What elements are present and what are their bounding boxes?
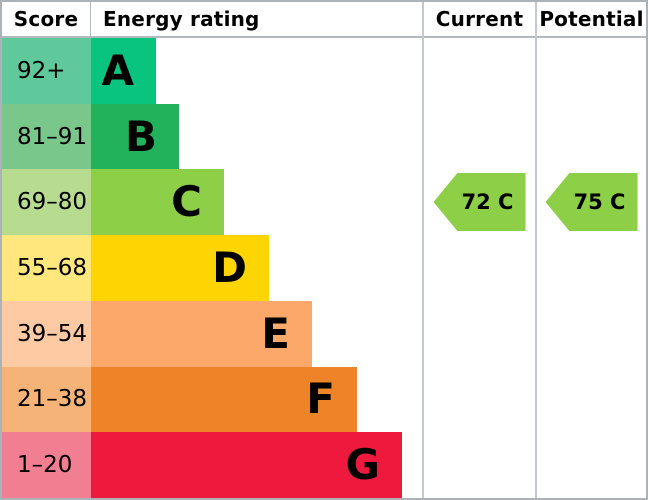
band-row: 69–80 C xyxy=(2,169,422,236)
band-row: 21–38 F xyxy=(2,366,422,433)
energy-rating-column-header: Energy rating xyxy=(103,7,260,31)
current-column: Current 72 C xyxy=(422,2,535,498)
current-arrow-slot: 72 C xyxy=(424,173,535,231)
band-letter: D xyxy=(212,243,247,293)
band-letter: E xyxy=(261,308,290,358)
current-rating-label: 72 C xyxy=(461,190,514,214)
band-row: 81–91 B xyxy=(2,103,422,170)
band-bar: C xyxy=(91,169,224,236)
band-bar: F xyxy=(91,366,357,433)
band-score-range: 92+ xyxy=(2,38,91,104)
potential-rating-arrow: 75 C xyxy=(545,173,638,231)
band-rows: 92+ A 81–91 B 69–80 C 55–68 D 39–54 E 21… xyxy=(2,38,422,498)
band-score-range: 39–54 xyxy=(2,300,91,367)
band-score-range: 1–20 xyxy=(2,432,91,498)
band-letter: C xyxy=(171,177,202,227)
band-row: 39–54 E xyxy=(2,300,422,367)
potential-column-header: Potential xyxy=(537,2,646,38)
band-bar: A xyxy=(91,38,156,104)
potential-column: Potential 75 C xyxy=(535,2,646,498)
band-letter: F xyxy=(306,374,335,424)
current-rating-arrow: 72 C xyxy=(433,173,526,231)
table-header: Score Energy rating xyxy=(2,2,422,38)
band-letter: G xyxy=(345,440,380,490)
current-column-header: Current xyxy=(424,2,535,38)
band-score-range: 21–38 xyxy=(2,366,91,433)
band-score-range: 55–68 xyxy=(2,235,91,301)
potential-arrow-slot: 75 C xyxy=(537,173,646,231)
band-row: 55–68 D xyxy=(2,235,422,301)
band-row: 92+ A xyxy=(2,38,422,104)
band-letter: A xyxy=(101,45,134,95)
band-row: 1–20 G xyxy=(2,432,422,498)
rating-table: Score Energy rating 92+ A 81–91 B 69–80 … xyxy=(2,2,422,498)
band-score-range: 69–80 xyxy=(2,169,91,236)
band-bar: D xyxy=(91,235,269,301)
potential-rating-label: 75 C xyxy=(573,190,626,214)
band-letter: B xyxy=(124,111,157,161)
band-score-range: 81–91 xyxy=(2,103,91,170)
band-bar: E xyxy=(91,300,312,367)
score-column-header: Score xyxy=(2,2,91,36)
band-bar: G xyxy=(91,432,402,498)
band-bar: B xyxy=(91,103,179,170)
